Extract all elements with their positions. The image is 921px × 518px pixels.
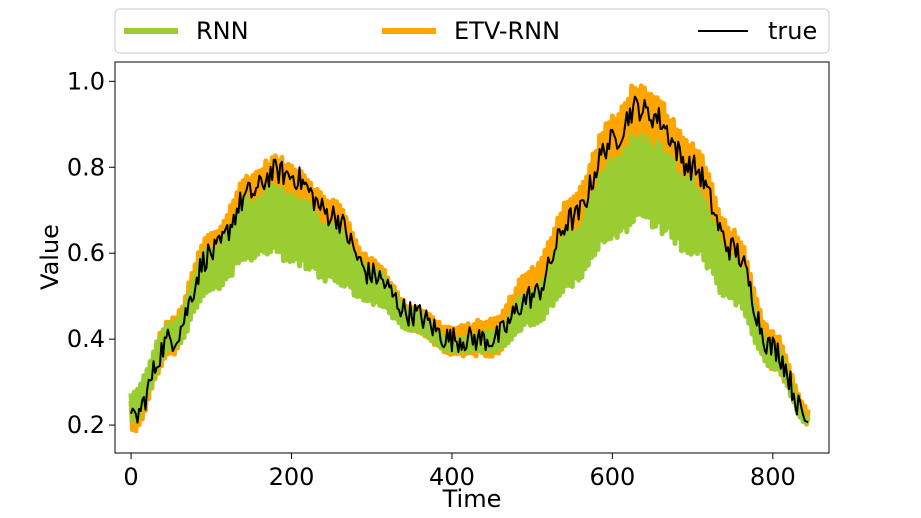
series-layer [128,83,811,434]
legend-label-true: true [768,17,817,45]
legend-label-rnn: RNN [196,17,249,45]
series-line-true [130,95,809,424]
legend-label-etv-rnn: ETV-RNN [454,17,560,45]
series-line-rnn [128,132,811,426]
y-tick-label: 0.8 [67,153,105,181]
x-axis: 0 200 400 600 800 [123,453,796,491]
x-tick-label: 600 [589,463,635,491]
y-tick-label: 0.4 [67,325,105,353]
y-tick-label: 0.6 [67,239,105,267]
legend-frame [114,8,830,54]
plot-frame [114,61,830,454]
y-tick-label: 1.0 [67,67,105,95]
legend: RNN ETV-RNN true [114,8,830,54]
x-tick-label: 400 [429,463,475,491]
x-tick-label: 0 [123,463,138,491]
y-tick-label: 0.2 [67,411,105,439]
x-tick-label: 800 [750,463,796,491]
y-axis-label: Value [36,224,64,290]
y-axis: 0.2 0.4 0.6 0.8 1.0 [67,67,115,439]
x-tick-label: 200 [269,463,315,491]
x-axis-label: Time [442,485,502,513]
